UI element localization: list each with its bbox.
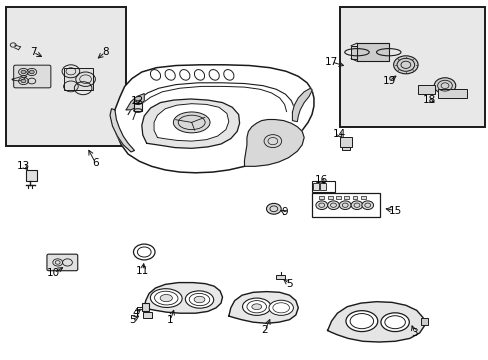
Bar	[420, 318, 427, 325]
Polygon shape	[110, 109, 134, 152]
Text: 7: 7	[30, 47, 37, 57]
Bar	[350, 46, 356, 59]
Text: 5: 5	[285, 279, 292, 289]
Bar	[344, 196, 348, 199]
Bar	[360, 196, 365, 199]
Ellipse shape	[150, 289, 182, 307]
Ellipse shape	[380, 313, 408, 332]
Circle shape	[361, 201, 373, 210]
Bar	[134, 103, 142, 111]
Text: 11: 11	[136, 266, 149, 276]
FancyBboxPatch shape	[14, 65, 51, 88]
Polygon shape	[228, 292, 298, 323]
Bar	[142, 312, 151, 318]
Bar	[339, 137, 351, 147]
Text: 19: 19	[382, 76, 395, 86]
Bar	[26, 170, 37, 181]
Bar	[311, 181, 335, 192]
Text: 1: 1	[166, 315, 173, 325]
Polygon shape	[144, 283, 222, 313]
Ellipse shape	[194, 296, 204, 303]
Bar	[312, 183, 318, 190]
Bar	[142, 303, 149, 311]
Text: 14: 14	[332, 129, 346, 139]
Text: 4: 4	[132, 308, 139, 318]
Circle shape	[433, 78, 455, 94]
Bar	[339, 7, 484, 127]
Text: 10: 10	[47, 268, 60, 278]
Text: 3: 3	[410, 328, 417, 338]
Bar	[335, 196, 340, 199]
Polygon shape	[327, 302, 424, 342]
Text: 15: 15	[387, 206, 401, 216]
Ellipse shape	[242, 298, 270, 315]
Polygon shape	[126, 94, 144, 110]
Bar	[356, 43, 388, 61]
Circle shape	[266, 203, 281, 214]
Text: 2: 2	[261, 325, 268, 336]
Ellipse shape	[251, 304, 261, 310]
Bar	[327, 196, 332, 199]
Circle shape	[339, 201, 350, 210]
Ellipse shape	[173, 112, 210, 133]
Ellipse shape	[185, 291, 213, 308]
Bar	[319, 196, 324, 199]
Ellipse shape	[346, 311, 377, 332]
Circle shape	[350, 201, 362, 210]
Text: 5: 5	[128, 315, 135, 325]
Bar	[276, 275, 285, 279]
FancyBboxPatch shape	[47, 254, 78, 271]
Text: 13: 13	[17, 161, 30, 171]
Text: 16: 16	[314, 175, 328, 185]
Circle shape	[393, 56, 417, 74]
Circle shape	[21, 79, 26, 83]
Circle shape	[29, 70, 34, 74]
Polygon shape	[154, 104, 228, 141]
Polygon shape	[115, 65, 313, 173]
Circle shape	[21, 70, 26, 74]
Bar	[311, 193, 380, 217]
Bar	[63, 68, 93, 90]
Bar	[352, 196, 357, 199]
Text: 6: 6	[92, 158, 99, 168]
Polygon shape	[12, 76, 27, 81]
Polygon shape	[244, 120, 304, 166]
Circle shape	[315, 201, 327, 210]
Text: 18: 18	[422, 95, 435, 105]
Text: 9: 9	[281, 207, 287, 217]
Bar	[417, 85, 434, 94]
Text: 8: 8	[102, 47, 108, 57]
Bar	[6, 7, 126, 146]
Bar	[342, 147, 349, 150]
Polygon shape	[292, 88, 311, 122]
Circle shape	[327, 201, 339, 210]
Text: 17: 17	[324, 57, 338, 67]
Ellipse shape	[268, 300, 293, 315]
Bar	[437, 89, 466, 98]
Bar	[320, 183, 325, 190]
Text: 12: 12	[131, 96, 144, 106]
Ellipse shape	[160, 294, 172, 302]
Polygon shape	[142, 99, 239, 148]
